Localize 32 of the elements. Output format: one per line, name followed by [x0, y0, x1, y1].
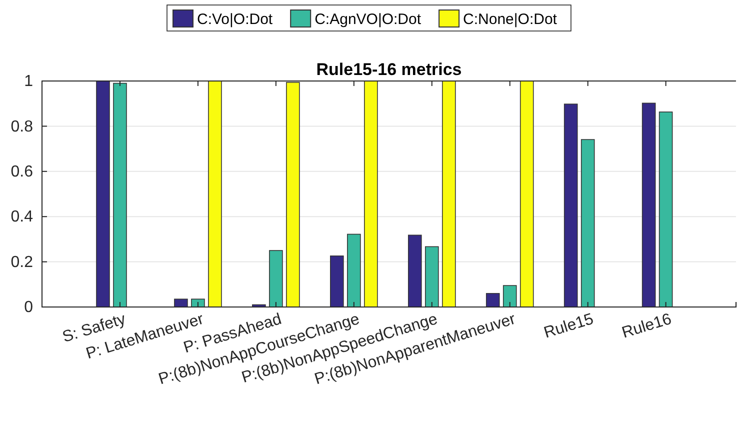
bar [269, 250, 283, 308]
bar [580, 139, 595, 308]
bar [520, 80, 534, 308]
bar [502, 285, 517, 308]
bar [642, 102, 656, 308]
bar [424, 246, 439, 308]
bar [174, 298, 188, 308]
bar [347, 234, 361, 308]
bar [208, 80, 222, 308]
y-tick-label: 0 [24, 299, 34, 316]
y-tick-label: 0.4 [10, 208, 34, 226]
y-tick-label: 1 [24, 73, 34, 90]
bar [113, 82, 127, 308]
y-tick-label: 0.2 [10, 254, 34, 271]
legend-label: C:AgnVO|O:Dot [314, 11, 422, 28]
chart-title: Rule15-16 metrics [316, 60, 462, 79]
x-tick-label: Rule16 [620, 310, 674, 342]
bar [442, 80, 456, 308]
bar [658, 112, 673, 308]
y-tick-label: 0.8 [10, 118, 34, 136]
bar [96, 80, 110, 308]
bar [191, 298, 205, 308]
bar [364, 80, 378, 308]
bar [564, 104, 578, 308]
bar [408, 234, 422, 308]
x-tick-label: Rule15 [542, 310, 596, 342]
bar [486, 293, 500, 308]
legend-label: C:Vo|O:Dot [197, 11, 274, 28]
y-tick-label: 0.6 [10, 164, 34, 181]
bar [286, 82, 300, 308]
bar [330, 256, 344, 308]
legend-label: C:None|O:Dot [463, 11, 558, 28]
